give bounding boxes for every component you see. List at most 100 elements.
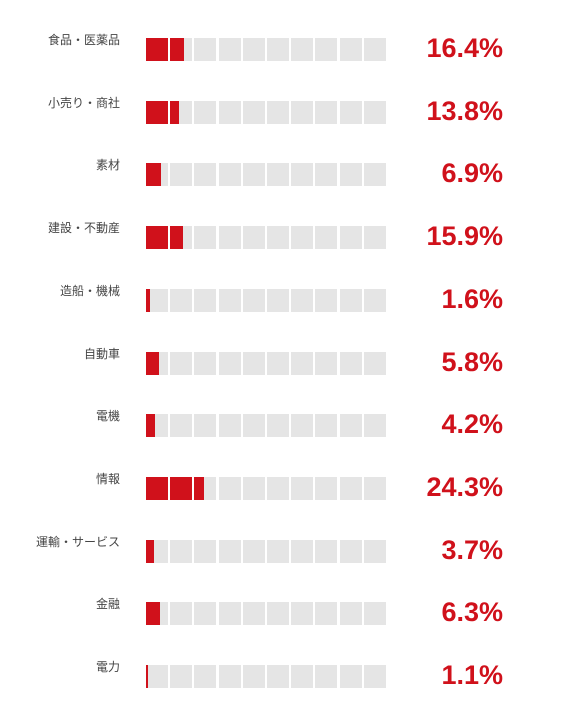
bar-segment-fill [170,226,184,250]
bar-segment [315,38,338,61]
bar-segment [363,351,386,375]
bar-segment [218,163,241,187]
bar-track [146,288,389,312]
bar-segment [267,100,289,124]
category-label: 金融 [95,597,120,612]
bar-segment [291,226,314,250]
chart-row: 小売り・商社 13.8% [0,93,575,133]
bar-segment [194,602,217,626]
bar-segment [242,100,265,124]
bar-segment [315,602,338,626]
bar-segment [218,288,241,312]
bar-segment [218,414,241,438]
bar-segment [315,288,338,312]
bar-segment [194,414,217,438]
bar-segment [242,476,265,500]
category-label: 電力 [95,660,120,674]
bar-segment [242,38,265,61]
bar-segment [170,351,193,375]
bar-segment [363,665,386,688]
bar-segment [291,414,314,438]
bar-segment [218,38,241,61]
value-label: 24.3% [426,471,503,502]
bar-segment [291,38,314,61]
bar-segment [170,100,193,124]
bar-segment [363,226,386,250]
bar-segment [291,351,314,375]
bar-segment [363,539,386,563]
bar-segment [242,665,265,688]
bar-segment [218,476,241,500]
bar-segment-fill [146,38,168,61]
bar-segment [267,288,289,312]
bar-segment [218,602,241,626]
bar-segment [146,100,168,124]
bar-segment [291,602,314,626]
bar-segment [194,288,217,312]
bar-segment [267,539,289,563]
bar-segment [339,665,362,688]
bar-segment [218,351,241,375]
bar-segment [339,100,362,124]
value-label: 6.3% [441,597,503,628]
bar-track [146,539,389,563]
bar-segment [267,351,289,375]
bar-segment [363,38,386,61]
bar-segment [291,665,314,688]
bar-segment [242,602,265,626]
bar-segment [170,665,193,688]
bar-segment [363,476,386,500]
bar-track [146,100,389,124]
bar-segment-fill [146,539,155,563]
chart-row: 情報 24.3% [0,469,575,509]
bar-track [146,414,389,438]
bar-segment-fill [146,351,159,375]
bar-segment-fill [146,602,160,626]
bar-segment [267,476,289,500]
value-label: 1.1% [441,660,503,690]
bar-segment [242,163,265,187]
category-label: 造船・機械 [59,283,120,298]
bar-segment [218,665,241,688]
category-label: 食品・医薬品 [47,33,120,47]
bar-segment [170,476,193,500]
bar-segment-fill [194,476,204,500]
value-label: 4.2% [441,409,503,440]
bar-segment [242,539,265,563]
bar-segment [315,100,338,124]
bar-segment [339,602,362,626]
bar-segment [194,539,217,563]
bar-segment [339,414,362,438]
bar-segment [339,476,362,500]
value-label: 15.9% [426,221,503,252]
bar-segment [339,539,362,563]
chart-row: 電力 1.1% [0,657,575,697]
bar-segment [363,100,386,124]
bar-segment [146,539,168,563]
bar-segment [170,163,193,187]
bar-segment [315,163,338,187]
bar-segment-fill [146,288,150,312]
bar-segment [218,539,241,563]
bar-segment [315,665,338,688]
bar-segment-fill [170,38,185,61]
bar-segment [242,351,265,375]
bar-segment [146,602,168,626]
bar-segment [242,288,265,312]
bar-segment [194,226,217,250]
bar-segment [315,539,338,563]
bar-track [146,163,389,187]
bar-segment [315,351,338,375]
bar-segment [315,414,338,438]
bar-segment [146,665,168,688]
bar-segment [291,100,314,124]
bar-segment [315,476,338,500]
bar-segment [339,226,362,250]
bar-track [146,665,389,688]
bar-segment [267,602,289,626]
bar-segment [146,476,168,500]
chart-row: 自動車 5.8% [0,344,575,384]
bar-segment [291,288,314,312]
bar-segment [146,38,168,61]
chart-row: 造船・機械 1.6% [0,281,575,321]
